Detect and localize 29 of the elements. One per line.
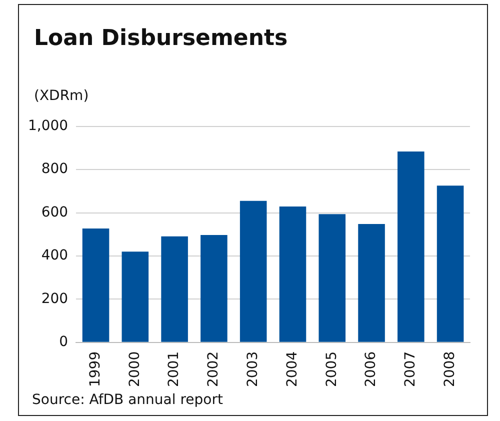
y-axis-title: (XDRm) xyxy=(34,88,89,104)
x-tick-label: 2003 xyxy=(244,351,261,388)
bar xyxy=(358,224,385,342)
y-tick-label: 200 xyxy=(41,290,68,307)
y-tick-label: 0 xyxy=(59,334,68,350)
bar xyxy=(398,151,424,342)
y-tick-label: 600 xyxy=(41,204,68,220)
bar xyxy=(240,200,267,342)
bar xyxy=(318,214,346,342)
x-tick-label: 2000 xyxy=(126,351,143,388)
y-tick-label: 1,000 xyxy=(28,118,68,134)
bar xyxy=(200,235,228,342)
source-note: Source: AfDB annual report xyxy=(32,392,223,408)
x-tick-label: 2002 xyxy=(206,351,222,388)
x-tick-label: 2001 xyxy=(166,351,182,388)
bar xyxy=(82,228,110,342)
x-tick-label: 2004 xyxy=(284,351,300,388)
bar xyxy=(279,206,306,342)
y-tick-label: 800 xyxy=(41,161,68,178)
bar xyxy=(122,252,149,342)
x-tick-label: 2007 xyxy=(402,351,419,388)
x-tick-label: 1999 xyxy=(87,351,104,388)
x-tick-label: 2008 xyxy=(442,351,458,388)
y-tick-label: 400 xyxy=(41,248,68,264)
bar xyxy=(161,236,188,342)
chart-title: Loan Disbursements xyxy=(34,26,288,51)
bar xyxy=(436,186,464,342)
x-tick-label: 2005 xyxy=(324,351,340,388)
x-tick-label: 2006 xyxy=(363,351,380,388)
